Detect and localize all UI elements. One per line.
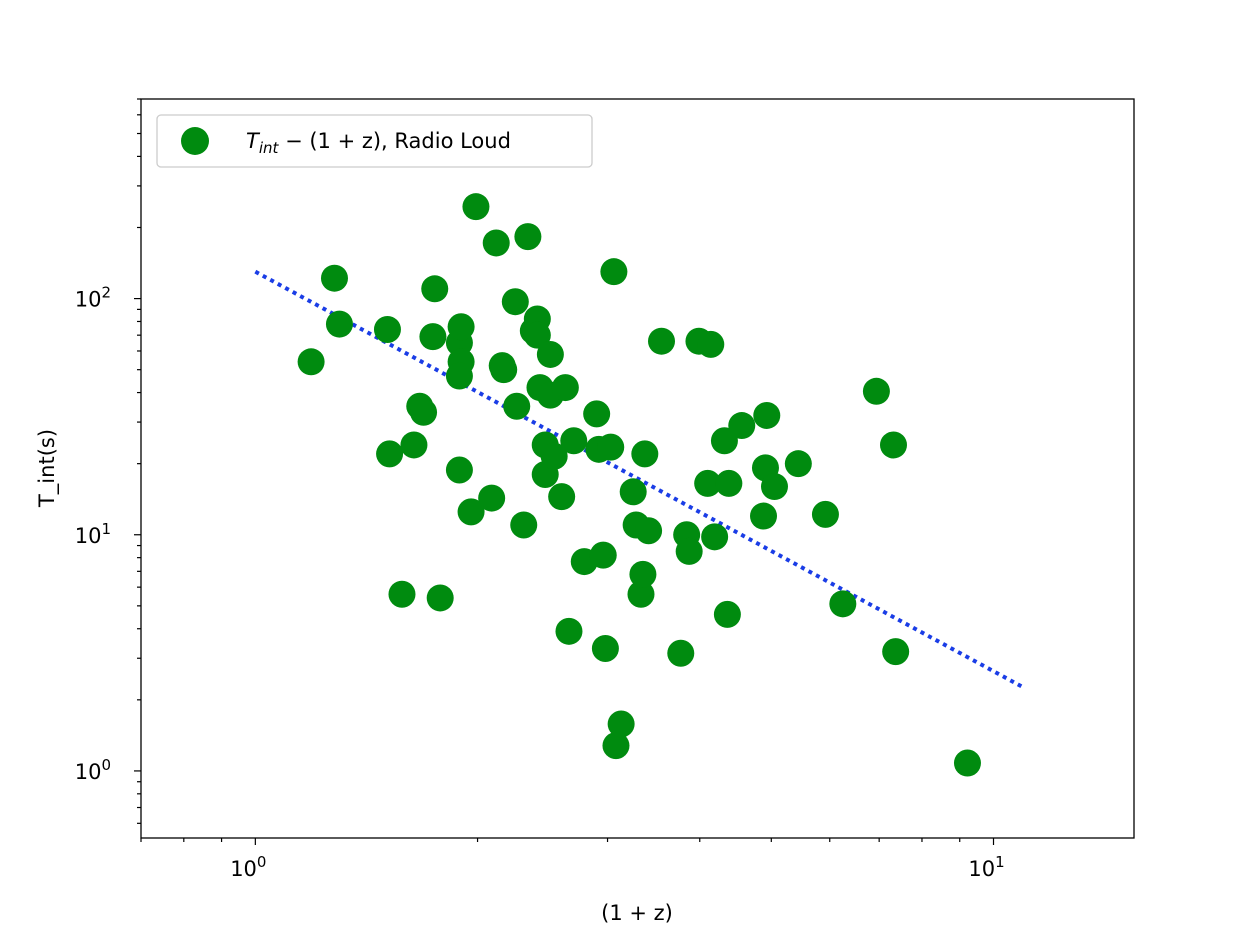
data-point: [445, 456, 473, 484]
data-point: [862, 377, 890, 405]
data-point: [879, 431, 907, 459]
data-point: [675, 537, 703, 565]
data-point: [490, 356, 518, 384]
x-tick-label: 100: [230, 853, 266, 881]
legend-label: Tint − (1 + z), Radio Loud: [246, 129, 511, 157]
y-tick-label: 100: [75, 756, 111, 784]
data-point: [388, 580, 416, 608]
data-point: [635, 517, 663, 545]
data-point: [410, 398, 438, 426]
data-point: [619, 478, 647, 506]
data-point: [325, 310, 353, 338]
data-point: [715, 469, 743, 497]
plot-area-frame: [140, 98, 1135, 839]
data-points-layer: [297, 193, 981, 777]
data-point: [760, 473, 788, 501]
data-point: [710, 427, 738, 455]
data-point: [503, 392, 531, 420]
data-point: [591, 634, 619, 662]
data-point: [445, 362, 473, 390]
data-point: [523, 321, 551, 349]
legend-box: [156, 114, 593, 168]
data-point: [784, 450, 812, 478]
data-point: [320, 264, 348, 292]
data-point: [540, 442, 568, 470]
data-point: [548, 483, 576, 511]
data-point: [457, 498, 485, 526]
data-point: [600, 258, 628, 286]
data-point: [728, 412, 756, 440]
x-tick-label: 101: [968, 853, 1004, 881]
data-point: [421, 275, 449, 303]
data-point: [629, 560, 657, 588]
data-point: [607, 710, 635, 738]
data-point: [419, 323, 447, 351]
data-point: [447, 313, 475, 341]
data-point: [478, 484, 506, 512]
data-point: [555, 617, 583, 645]
legend-marker: [181, 127, 209, 155]
legend: Tint − (1 + z), Radio Loud: [156, 114, 593, 168]
data-point: [701, 523, 729, 551]
y-tick-label: 102: [75, 284, 111, 312]
data-point: [648, 327, 676, 355]
data-point: [697, 330, 725, 358]
data-point: [426, 584, 454, 612]
data-point: [510, 511, 538, 539]
y-axis-ticks: 100 101 102: [75, 98, 141, 824]
data-point: [560, 427, 588, 455]
data-point: [376, 440, 404, 468]
y-axis-label: T_int(s): [35, 429, 60, 508]
data-point: [597, 433, 625, 461]
data-point: [882, 638, 910, 666]
data-point: [589, 541, 617, 569]
data-point: [627, 580, 655, 608]
data-point: [536, 340, 564, 368]
data-point: [514, 223, 542, 251]
x-axis-ticks: 100 101: [140, 838, 1005, 881]
data-point: [829, 590, 857, 618]
data-point: [482, 229, 510, 257]
data-point: [811, 500, 839, 528]
data-point: [602, 732, 630, 760]
x-axis-label: (1 + z): [601, 901, 673, 925]
data-point: [631, 440, 659, 468]
y-tick-label: 101: [75, 520, 111, 548]
data-point: [501, 288, 529, 316]
data-point: [373, 315, 401, 343]
data-point: [753, 401, 781, 429]
data-point: [583, 400, 611, 428]
data-point: [750, 502, 778, 530]
data-point: [551, 374, 579, 402]
data-point: [953, 749, 981, 777]
data-point: [713, 600, 741, 628]
data-point: [667, 639, 695, 667]
data-point: [694, 469, 722, 497]
data-point: [462, 193, 490, 221]
data-point: [400, 431, 428, 459]
data-point: [297, 348, 325, 376]
